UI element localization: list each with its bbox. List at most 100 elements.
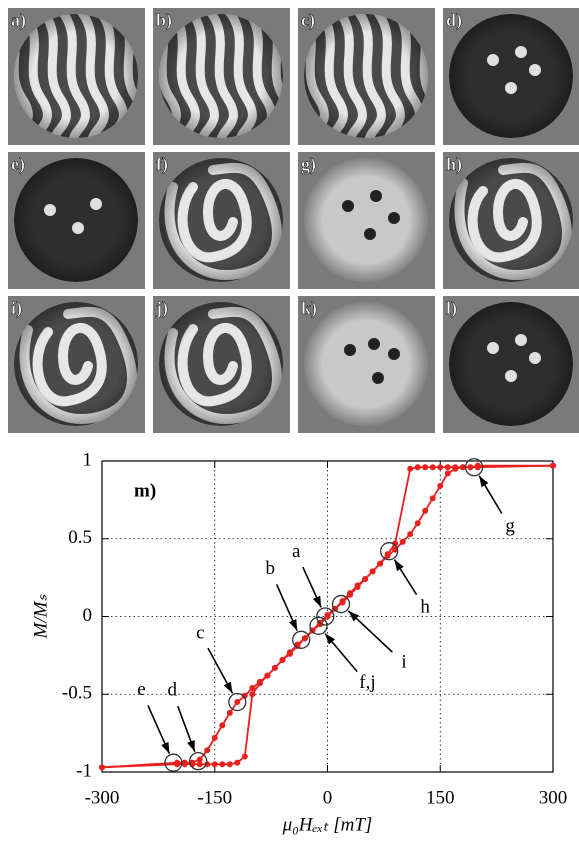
- data-point: [422, 507, 429, 514]
- y-axis-label: M/Mₛ: [30, 594, 51, 640]
- data-point: [234, 699, 241, 706]
- disk-image: [304, 158, 428, 282]
- data-point: [241, 692, 248, 699]
- highlight-ring: [189, 751, 208, 771]
- data-point: [219, 722, 226, 729]
- panel-label: l): [446, 298, 457, 319]
- x-axis-label: μ₀Hₑₓₜ [mT]: [282, 814, 373, 835]
- arrow-head: [394, 559, 404, 572]
- highlight-ring: [228, 692, 247, 712]
- data-point: [377, 560, 384, 567]
- data-point: [407, 531, 414, 538]
- highlight-label: h: [420, 597, 430, 618]
- plot-frame: [101, 460, 554, 773]
- disk-image: [449, 158, 573, 282]
- disk-image: [14, 158, 138, 282]
- data-point: [271, 664, 278, 671]
- data-point: [467, 464, 474, 471]
- y-tick-label: 0: [83, 605, 93, 626]
- panel-label: g): [301, 154, 316, 175]
- disk-shade: [14, 158, 138, 282]
- data-point: [407, 465, 414, 472]
- data-point: [399, 538, 406, 545]
- arrow-head: [187, 740, 195, 752]
- image-panel: a): [8, 8, 145, 145]
- data-point: [211, 761, 218, 768]
- data-point: [181, 761, 188, 768]
- highlight-ring: [464, 458, 484, 477]
- image-panel: d): [443, 8, 579, 145]
- data-point: [550, 462, 556, 469]
- panel-label: f): [156, 154, 168, 175]
- data-point: [324, 611, 331, 618]
- arrow-head: [289, 619, 298, 631]
- disk-shade: [304, 158, 428, 282]
- disk-shade: [449, 302, 573, 426]
- data-point: [279, 657, 286, 664]
- data-point: [362, 576, 369, 583]
- data-point: [384, 552, 391, 559]
- data-point: [422, 464, 429, 471]
- data-point: [301, 635, 308, 642]
- panel-label: j): [155, 298, 168, 319]
- disk-shade: [304, 302, 428, 426]
- data-point: [347, 590, 354, 597]
- data-point: [211, 734, 218, 741]
- highlight-label: c: [196, 622, 204, 643]
- data-point: [354, 582, 361, 589]
- panel-label: b): [156, 10, 172, 31]
- data-point: [369, 568, 376, 575]
- data-point: [99, 764, 105, 771]
- arrow-head: [161, 741, 170, 754]
- highlight-label: d: [167, 679, 177, 700]
- data-point: [256, 680, 263, 687]
- y-tick-label: -1: [76, 760, 92, 781]
- highlight-ring: [309, 616, 328, 635]
- image-panel: b): [153, 8, 290, 145]
- disk-shade: [449, 14, 573, 138]
- data-point: [429, 495, 436, 502]
- arrow-head: [479, 475, 489, 488]
- data-point: [437, 464, 444, 471]
- disk-shade: [304, 14, 428, 138]
- data-point: [249, 691, 256, 698]
- disk-image: [159, 302, 283, 426]
- panel-label: i): [11, 298, 22, 319]
- x-tick-label: 0: [323, 787, 333, 808]
- data-point: [444, 470, 451, 477]
- data-point: [459, 464, 466, 471]
- panel-label: e): [11, 154, 25, 175]
- highlight-label: g: [505, 516, 515, 537]
- highlight-label: e: [137, 679, 145, 700]
- arrow-head: [348, 610, 360, 622]
- highlight-ring: [379, 542, 399, 561]
- disk-image: [159, 158, 283, 282]
- data-point: [234, 759, 241, 766]
- x-tick-label: 150: [426, 787, 455, 808]
- arrow-head: [223, 681, 233, 694]
- disk-shade: [14, 302, 138, 426]
- panel-label: h): [446, 154, 462, 175]
- image-panel: g): [298, 152, 435, 289]
- data-point: [249, 685, 256, 692]
- image-panel: h): [443, 152, 579, 289]
- disk-image: [449, 302, 573, 426]
- data-point: [444, 464, 451, 471]
- highlight-ring: [316, 607, 335, 626]
- data-point: [219, 761, 226, 768]
- data-point: [226, 761, 233, 768]
- panel-label: c): [301, 10, 315, 31]
- disk-image: [449, 14, 573, 138]
- panel-label: k): [301, 298, 317, 319]
- arrow-head: [312, 595, 322, 608]
- x-tick-label: 300: [539, 787, 568, 808]
- image-panel: e): [8, 152, 145, 289]
- y-tick-label: -0.5: [62, 683, 92, 704]
- data-point: [196, 756, 203, 763]
- data-point: [196, 761, 203, 768]
- highlight-ring: [331, 594, 351, 614]
- highlight-ring: [164, 753, 183, 772]
- panel-label: a): [11, 10, 26, 31]
